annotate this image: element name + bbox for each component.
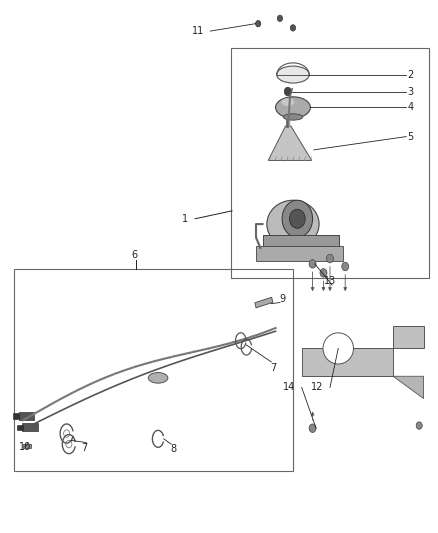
Bar [19,412,34,420]
Circle shape [277,15,283,21]
Text: 14: 14 [283,382,295,392]
Ellipse shape [276,97,311,118]
Text: 7: 7 [270,364,276,373]
Bar [231,47,429,278]
Text: 8: 8 [170,445,177,455]
Ellipse shape [323,333,353,364]
Circle shape [320,269,327,277]
Bar [13,414,19,419]
Text: 9: 9 [279,294,285,304]
Text: 5: 5 [407,132,414,142]
Circle shape [309,424,316,432]
Bar [17,424,23,430]
Text: 1: 1 [182,214,188,224]
Ellipse shape [283,114,303,120]
Bar [23,443,31,448]
Circle shape [416,422,422,429]
Text: 7: 7 [81,443,87,453]
Text: 4: 4 [407,102,413,112]
Circle shape [282,200,313,237]
Polygon shape [302,326,424,376]
Circle shape [326,254,333,263]
Bar [256,246,343,261]
Text: 13: 13 [324,276,336,286]
Text: 6: 6 [131,250,137,260]
Circle shape [284,87,291,96]
Text: 12: 12 [311,382,323,392]
Bar [262,235,339,248]
Ellipse shape [148,373,168,383]
Circle shape [255,20,261,27]
Ellipse shape [277,66,309,83]
Circle shape [290,25,296,31]
Text: 3: 3 [407,86,413,96]
Circle shape [290,209,305,228]
Ellipse shape [281,98,294,106]
Ellipse shape [267,200,319,248]
Bar [22,423,38,431]
Polygon shape [393,376,424,399]
Circle shape [342,262,349,271]
Text: 11: 11 [191,26,204,36]
Text: 10: 10 [19,442,32,452]
Circle shape [309,260,316,268]
Bar [255,297,273,308]
Polygon shape [268,126,312,160]
Bar [14,269,293,471]
Text: 2: 2 [407,70,414,79]
